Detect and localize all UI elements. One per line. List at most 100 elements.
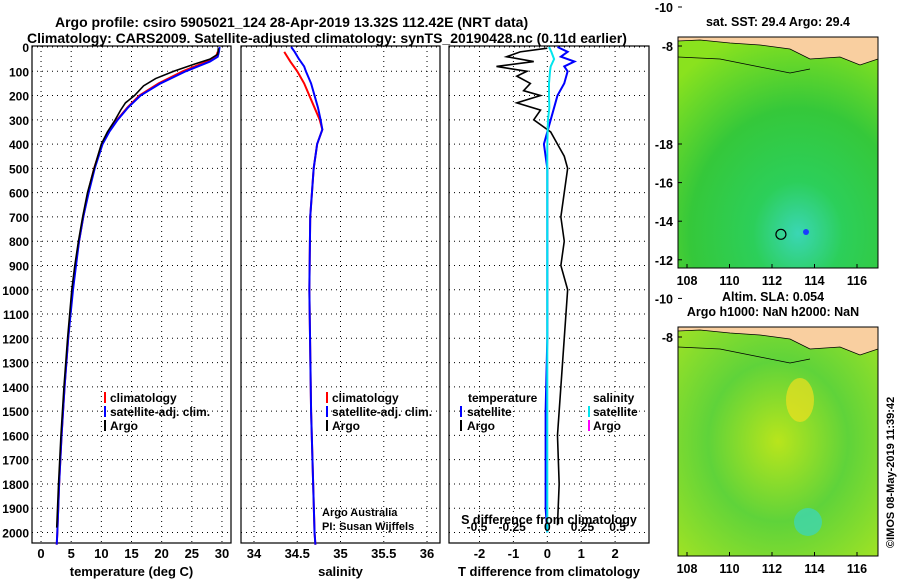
lon-tick-label: 112 (762, 562, 782, 576)
credit-text: ©IMOS 08-May-2019 11:39:42 (885, 397, 897, 548)
y-tick-label: 1400 (2, 381, 29, 395)
legend-swatch (104, 392, 106, 403)
lat-tick-label: -10 (655, 292, 673, 306)
axes-box (448, 45, 650, 544)
legend-swatch (460, 406, 462, 417)
y-tick-label: 2000 (2, 527, 29, 541)
lat-tick-label: -14 (655, 215, 673, 229)
x2-tick-label: 0.5 (609, 520, 626, 534)
x-tick-label: 1 (578, 546, 585, 561)
panel-temperature: 0 5 10 15 20 25 30 temperature (deg C) 0 100 200 30… (2, 41, 232, 579)
x2-tick-label: 0 (544, 520, 551, 534)
legend-item: satellite-adj. clim. (332, 405, 432, 419)
lon-tick-label: 116 (847, 274, 867, 288)
sla-high-anomaly (786, 378, 814, 422)
legend-temperature-title: temperature (468, 391, 538, 405)
y-tick-label: 900 (9, 259, 29, 273)
argo-position-marker (775, 228, 787, 240)
lon-tick-label: 110 (719, 562, 739, 576)
title-line2: Climatology: CARS2009. Satellite-adjuste… (27, 30, 627, 46)
axes-box (31, 45, 232, 544)
x-tick-label: -1 (508, 546, 520, 561)
lon-tick-label: 116 (847, 562, 867, 576)
y-tick-label: 0 (22, 41, 29, 55)
warm-spot (803, 229, 809, 235)
legend-item: Argo (467, 419, 495, 433)
map-sla: 108 110 112 114 116 -8 -10 -12 -14 -16 -18 Altim. S… (655, 138, 879, 576)
map-field (678, 37, 878, 268)
x2-tick-label: 0.25 (571, 520, 595, 534)
y-tick-label: 100 (9, 65, 29, 79)
legend-swatch (588, 420, 590, 431)
lon-tick-label: 108 (677, 274, 698, 288)
lat-tick-label: -16 (655, 177, 673, 191)
legend-swatch (460, 420, 462, 431)
x-tick-label: 15 (124, 546, 138, 561)
y-tick-label: 1900 (2, 502, 29, 516)
map-sla-title-line2: Argo h1000: NaN h2000: NaN (687, 305, 859, 319)
x-tick-label: 2 (611, 546, 618, 561)
legend-item: satellite (593, 405, 638, 419)
annotation-text: Argo Australia (322, 507, 398, 519)
y-tick-label: 1500 (2, 405, 29, 419)
x-axis-label: salinity (318, 564, 364, 579)
legend-swatch (104, 420, 106, 431)
legend-swatch (326, 420, 328, 431)
lat-tick-label: -8 (662, 331, 673, 345)
x-tick-label: -2 (474, 546, 486, 561)
y-tick-label: 700 (9, 211, 29, 225)
series-satellite-adj-clim- (290, 46, 324, 545)
y-tick-label: 1800 (2, 478, 29, 492)
series-salinity-satellite (546, 46, 556, 533)
x-tick-label: 5 (68, 546, 75, 561)
sla-low-anomaly (794, 508, 822, 536)
y-tick-label: 1200 (2, 332, 29, 346)
lon-tick-label: 108 (677, 562, 698, 576)
title-line1: Argo profile: csiro 5905021_124 28-Apr-2… (55, 14, 528, 30)
series-climatology (55, 51, 219, 545)
lon-tick-label: 110 (719, 274, 739, 288)
x-tick-label: 35 (333, 546, 347, 561)
legend-swatch (588, 406, 590, 417)
annotation-text: PI: Susan Wijffels (322, 521, 414, 533)
y-tick-label: 1300 (2, 357, 29, 371)
series-climatology (283, 51, 324, 545)
x-tick-label: 36 (420, 546, 434, 561)
series-satellite-adj-clim- (55, 46, 221, 545)
x-tick-label: 0 (37, 546, 44, 561)
map-sla-title-line1: Altim. SLA: 0.054 (722, 290, 824, 304)
y-tick-label: 1600 (2, 429, 29, 443)
legend-swatch (326, 406, 328, 417)
lon-tick-label: 114 (804, 562, 824, 576)
bathymetry-contour (677, 56, 811, 74)
x-tick-label: 30 (215, 546, 229, 561)
panel-difference: -2 -1 0 1 2 T difference from climatology -0.5… (448, 45, 650, 579)
y-tick-label: 800 (9, 235, 29, 249)
x-axis-label: T difference from climatology (458, 564, 641, 579)
x-axis-label: temperature (deg C) (70, 564, 194, 579)
x2-axis-label: S difference from climatology (461, 513, 637, 527)
legend-item: Argo (593, 419, 621, 433)
lat-tick-label: -8 (662, 40, 673, 54)
map-frame (677, 36, 879, 269)
y-tick-label: 600 (9, 187, 29, 201)
legend-item: satellite (467, 405, 512, 419)
x-tick-label: 0 (544, 546, 551, 561)
map-field (678, 327, 878, 556)
y-tick-label: 200 (9, 90, 29, 104)
legend-swatch (326, 392, 328, 403)
lat-tick-label: -10 (655, 1, 673, 15)
legend-item: climatology (332, 391, 399, 405)
legend-swatch (104, 406, 106, 417)
x2-tick-label: -0.5 (467, 520, 488, 534)
y-tick-label: 300 (9, 114, 29, 128)
lat-tick-label: -12 (655, 254, 673, 268)
x-tick-label: 34 (247, 546, 262, 561)
lon-tick-label: 114 (804, 274, 824, 288)
map-frame (677, 326, 879, 557)
lat-tick-label: -18 (655, 138, 673, 152)
legend-item: Argo (332, 419, 360, 433)
x-tick-label: 20 (154, 546, 168, 561)
